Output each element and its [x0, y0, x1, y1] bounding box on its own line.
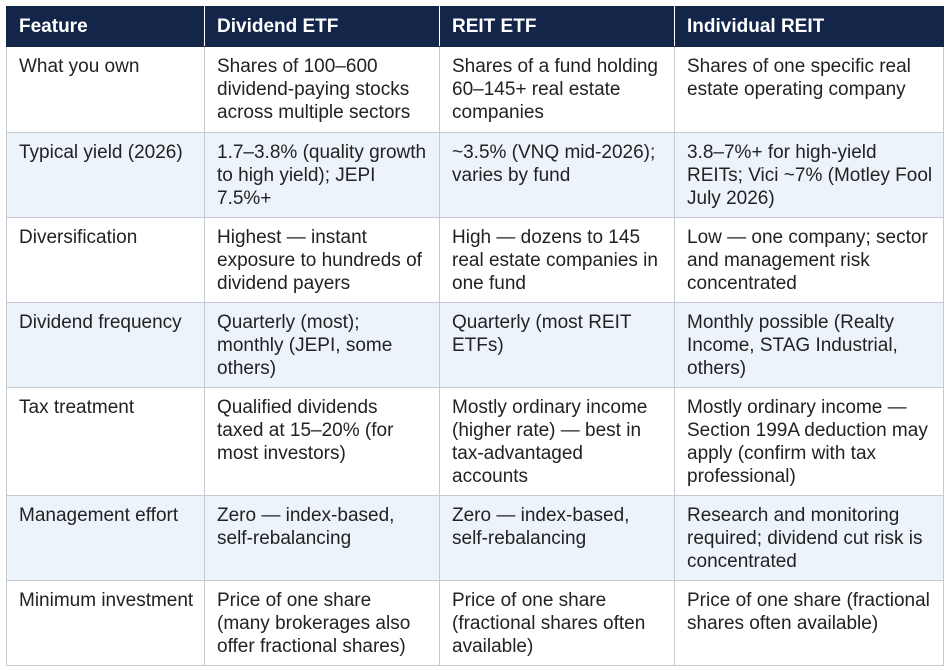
- reit-etf-cell: Quarterly (most REIT ETFs): [439, 302, 675, 388]
- header-reit-etf: REIT ETF: [439, 6, 675, 47]
- table-row: Minimum investment Price of one share (m…: [6, 580, 944, 666]
- comparison-table-container: Feature Dividend ETF REIT ETF Individual…: [6, 6, 944, 666]
- table-row: Typical yield (2026) 1.7–3.8% (quality g…: [6, 132, 944, 218]
- dividend-etf-cell: Shares of 100–600 dividend-paying stocks…: [204, 46, 440, 133]
- row-feature-cell: Diversification: [6, 217, 205, 303]
- dividend-etf-cell: 1.7–3.8% (quality growth to high yield);…: [204, 132, 440, 218]
- row-feature-cell: Typical yield (2026): [6, 132, 205, 218]
- table-row: Management effort Zero — index-based, se…: [6, 495, 944, 581]
- table-row: Diversification Highest — instant exposu…: [6, 217, 944, 303]
- header-feature: Feature: [6, 6, 205, 47]
- header-dividend-etf: Dividend ETF: [204, 6, 440, 47]
- reit-etf-cell: High — dozens to 145 real estate compani…: [439, 217, 675, 303]
- dividend-etf-cell: Price of one share (many brokerages also…: [204, 580, 440, 666]
- row-feature-cell: What you own: [6, 46, 205, 133]
- reit-etf-cell: Shares of a fund holding 60–145+ real es…: [439, 46, 675, 133]
- dividend-etf-cell: Zero — index-based, self-rebalancing: [204, 495, 440, 581]
- dividend-etf-cell: Quarterly (most); monthly (JEPI, some ot…: [204, 302, 440, 388]
- row-feature-cell: Tax treatment: [6, 387, 205, 496]
- table-header-row: Feature Dividend ETF REIT ETF Individual…: [6, 6, 944, 47]
- reit-etf-cell: Mostly ordinary income (higher rate) — b…: [439, 387, 675, 496]
- header-individual-reit: Individual REIT: [674, 6, 944, 47]
- reit-etf-cell: Zero — index-based, self-rebalancing: [439, 495, 675, 581]
- comparison-table: Feature Dividend ETF REIT ETF Individual…: [6, 6, 944, 666]
- individual-reit-cell: Research and monitoring required; divide…: [674, 495, 944, 581]
- individual-reit-cell: Price of one share (fractional shares of…: [674, 580, 944, 666]
- individual-reit-cell: Monthly possible (Realty Income, STAG In…: [674, 302, 944, 388]
- row-feature-cell: Minimum investment: [6, 580, 205, 666]
- individual-reit-cell: Mostly ordinary income — Section 199A de…: [674, 387, 944, 496]
- table-row: What you own Shares of 100–600 dividend-…: [6, 46, 944, 133]
- individual-reit-cell: Shares of one specific real estate opera…: [674, 46, 944, 133]
- reit-etf-cell: Price of one share (fractional shares of…: [439, 580, 675, 666]
- individual-reit-cell: 3.8–7%+ for high-yield REITs; Vici ~7% (…: [674, 132, 944, 218]
- table-row: Tax treatment Qualified dividends taxed …: [6, 387, 944, 496]
- reit-etf-cell: ~3.5% (VNQ mid-2026); varies by fund: [439, 132, 675, 218]
- row-feature-cell: Dividend frequency: [6, 302, 205, 388]
- dividend-etf-cell: Highest — instant exposure to hundreds o…: [204, 217, 440, 303]
- individual-reit-cell: Low — one company; sector and management…: [674, 217, 944, 303]
- table-row: Dividend frequency Quarterly (most); mon…: [6, 302, 944, 388]
- dividend-etf-cell: Qualified dividends taxed at 15–20% (for…: [204, 387, 440, 496]
- row-feature-cell: Management effort: [6, 495, 205, 581]
